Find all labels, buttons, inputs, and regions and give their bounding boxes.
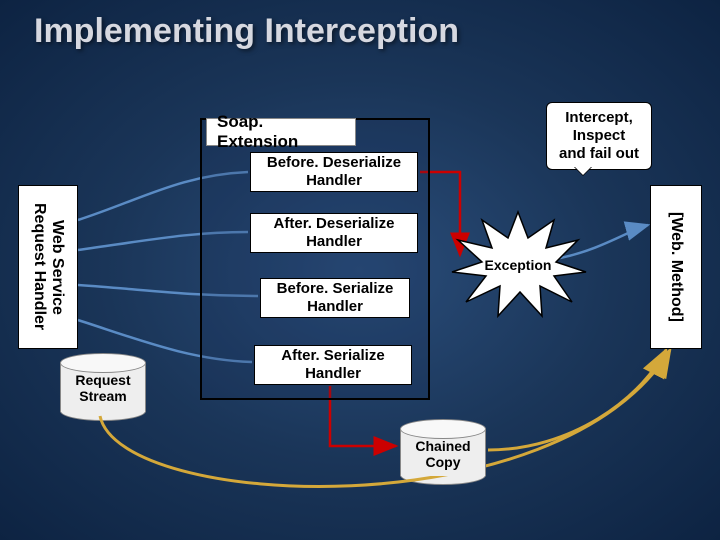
stage-after-deserialize: After. Deserialize Handler bbox=[250, 213, 418, 253]
request-stream-cylinder: Request Stream bbox=[60, 362, 146, 412]
left-panel-label: Web Service Request Handler bbox=[30, 203, 66, 330]
exception-label: Exception bbox=[485, 257, 552, 273]
right-panel-label: [Web. Method] bbox=[667, 212, 685, 322]
soap-extension-title: Soap. Extension bbox=[206, 118, 356, 146]
intercept-callout: Intercept, Inspect and fail out bbox=[546, 102, 652, 170]
exception-starburst: Exception bbox=[448, 210, 588, 320]
right-panel: [Web. Method] bbox=[650, 185, 702, 349]
stage-after-serialize: After. Serialize Handler bbox=[254, 345, 412, 385]
stage-before-serialize: Before. Serialize Handler bbox=[260, 278, 410, 318]
left-panel: Web Service Request Handler bbox=[18, 185, 78, 349]
page-title: Implementing Interception bbox=[34, 12, 459, 51]
stage-before-deserialize: Before. Deserialize Handler bbox=[250, 152, 418, 192]
chained-copy-cylinder: Chained Copy bbox=[400, 428, 486, 476]
request-stream-label: Request Stream bbox=[61, 372, 145, 404]
chained-copy-label: Chained Copy bbox=[401, 438, 485, 470]
